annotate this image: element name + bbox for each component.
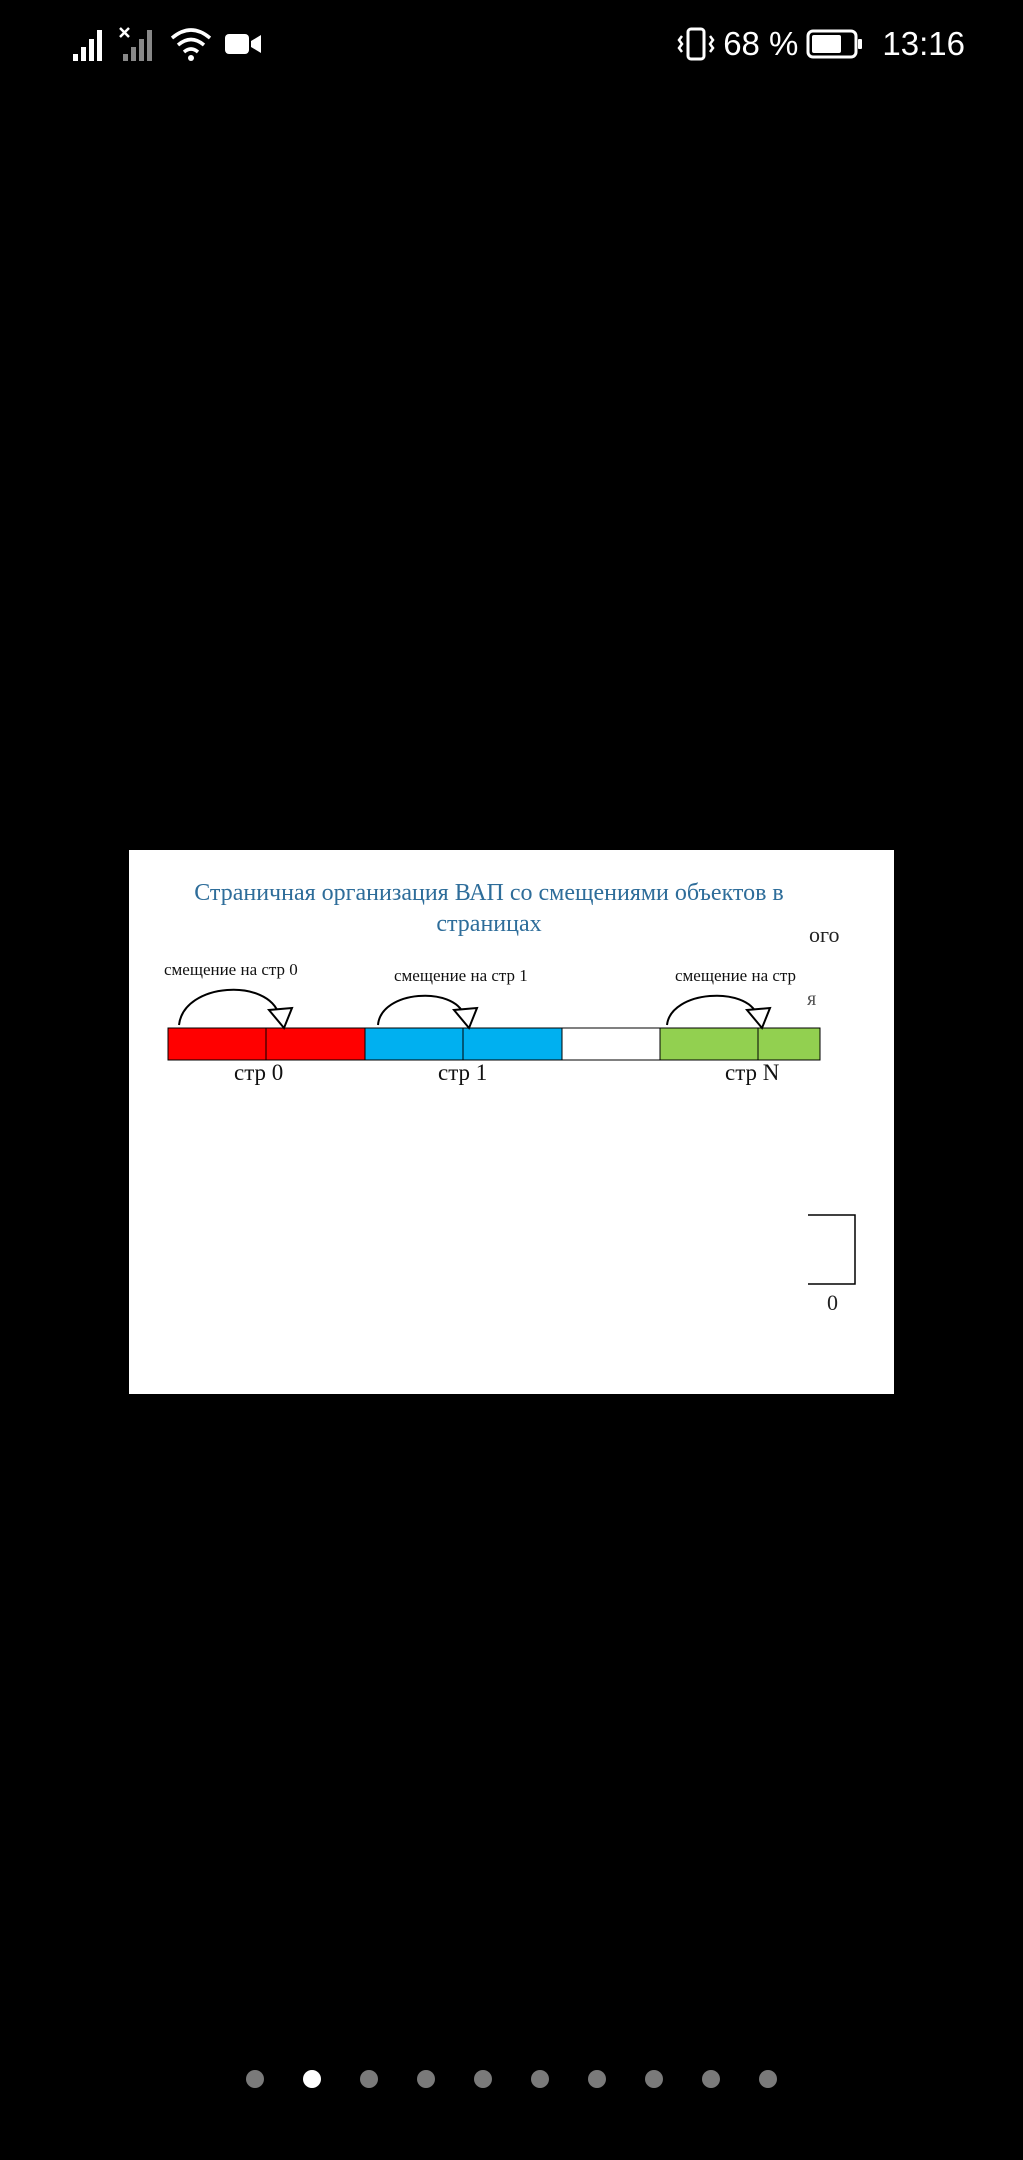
status-bar-right: 68 % 13:16 (677, 22, 965, 66)
clipped-text-fragment: ого (809, 922, 840, 947)
battery-percent: 68 % (723, 25, 799, 62)
clipped-text-fragment: я (807, 988, 817, 1010)
pagination-dots (0, 2070, 1023, 2100)
offset-arrow-page-1 (377, 994, 479, 1030)
page-dot[interactable] (417, 2070, 435, 2088)
slide-title-line2: страницах (436, 911, 542, 937)
page-dot[interactable] (360, 2070, 378, 2088)
offset-arrow-page-n (666, 994, 772, 1030)
page-dot[interactable] (246, 2070, 264, 2088)
segment-page-n (659, 1027, 821, 1061)
status-bar: 68 % 13:16 (0, 0, 1023, 90)
offset-arrow-page-0 (178, 988, 294, 1030)
status-bar-left (72, 22, 262, 66)
signal-no-sim-icon (119, 27, 152, 61)
clipped-box (808, 1214, 856, 1285)
page-dot[interactable] (474, 2070, 492, 2088)
page-dot[interactable] (702, 2070, 720, 2088)
wifi-icon (170, 28, 212, 61)
slide-title-line1-container: Страничная организация ВАП со смещениями… (129, 878, 809, 909)
signal-icon (73, 30, 102, 61)
page-label-1: стр 1 (438, 1060, 488, 1085)
clipped-text-zero: 0 (827, 1290, 838, 1315)
page-dot[interactable] (588, 2070, 606, 2088)
slide-title-line1: Страничная организация ВАП со смещениями… (194, 880, 784, 906)
page-label-0: стр 0 (234, 1060, 284, 1085)
page-dot-active[interactable] (303, 2070, 321, 2088)
offset-label-page-1: смещение на стр 1 (394, 966, 528, 985)
page-dot[interactable] (645, 2070, 663, 2088)
page-label-n: стр N (725, 1060, 780, 1085)
battery-icon (806, 29, 863, 59)
page-dot[interactable] (531, 2070, 549, 2088)
segment-gap (561, 1027, 661, 1061)
offset-label-page-n: смещение на стр (675, 966, 797, 985)
clock: 13:16 (882, 25, 965, 62)
offset-label-page-0: смещение на стр 0 (164, 960, 298, 979)
video-camera-icon (225, 34, 261, 54)
slide-image[interactable]: Страничная организация ВАП со смещениями… (129, 850, 894, 1394)
page-dot[interactable] (759, 2070, 777, 2088)
vibrate-icon (677, 27, 715, 61)
address-space-diagram (167, 988, 856, 1285)
